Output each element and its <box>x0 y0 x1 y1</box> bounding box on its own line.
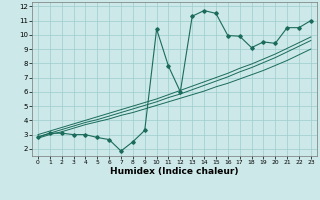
X-axis label: Humidex (Indice chaleur): Humidex (Indice chaleur) <box>110 167 239 176</box>
